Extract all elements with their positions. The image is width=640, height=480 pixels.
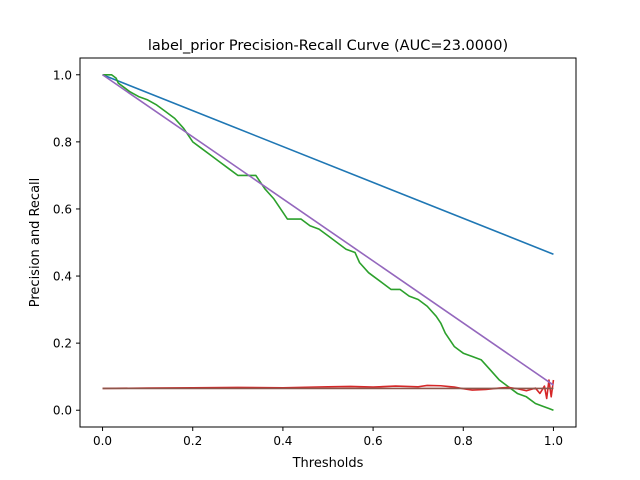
x-tick-label: 0.0 — [93, 434, 112, 448]
y-tick-label: 0.4 — [53, 270, 72, 284]
x-tick-label: 0.2 — [183, 434, 202, 448]
series-line-2 — [102, 73, 554, 411]
x-axis-label: Thresholds — [292, 456, 364, 471]
y-tick-label: 1.0 — [53, 68, 72, 82]
y-tick-label: 0.6 — [53, 202, 72, 216]
y-tick-label: 0.0 — [53, 404, 72, 418]
y-tick-label: 0.8 — [53, 135, 72, 149]
axes-layer: 0.0 0.2 0.4 0.6 0.8 1.0 0.0 0.2 0.4 0.6 0.8 1.0 — [53, 68, 563, 448]
x-tick-label: 0.6 — [364, 434, 383, 448]
x-tick-label: 1.0 — [544, 434, 563, 448]
plot-frame — [79, 57, 577, 428]
plot-area — [80, 58, 576, 427]
y-axis-label: Precision and Recall — [28, 178, 43, 308]
x-tick-label: 0.8 — [454, 434, 473, 448]
x-tick-label: 0.4 — [273, 434, 292, 448]
series-line-4 — [102, 74, 554, 386]
series-line-1 — [102, 74, 554, 255]
y-tick-label: 0.2 — [53, 337, 72, 351]
series-layer — [102, 73, 555, 411]
chart-title: label_prior Precision-Recall Curve (AUC=… — [148, 38, 508, 54]
